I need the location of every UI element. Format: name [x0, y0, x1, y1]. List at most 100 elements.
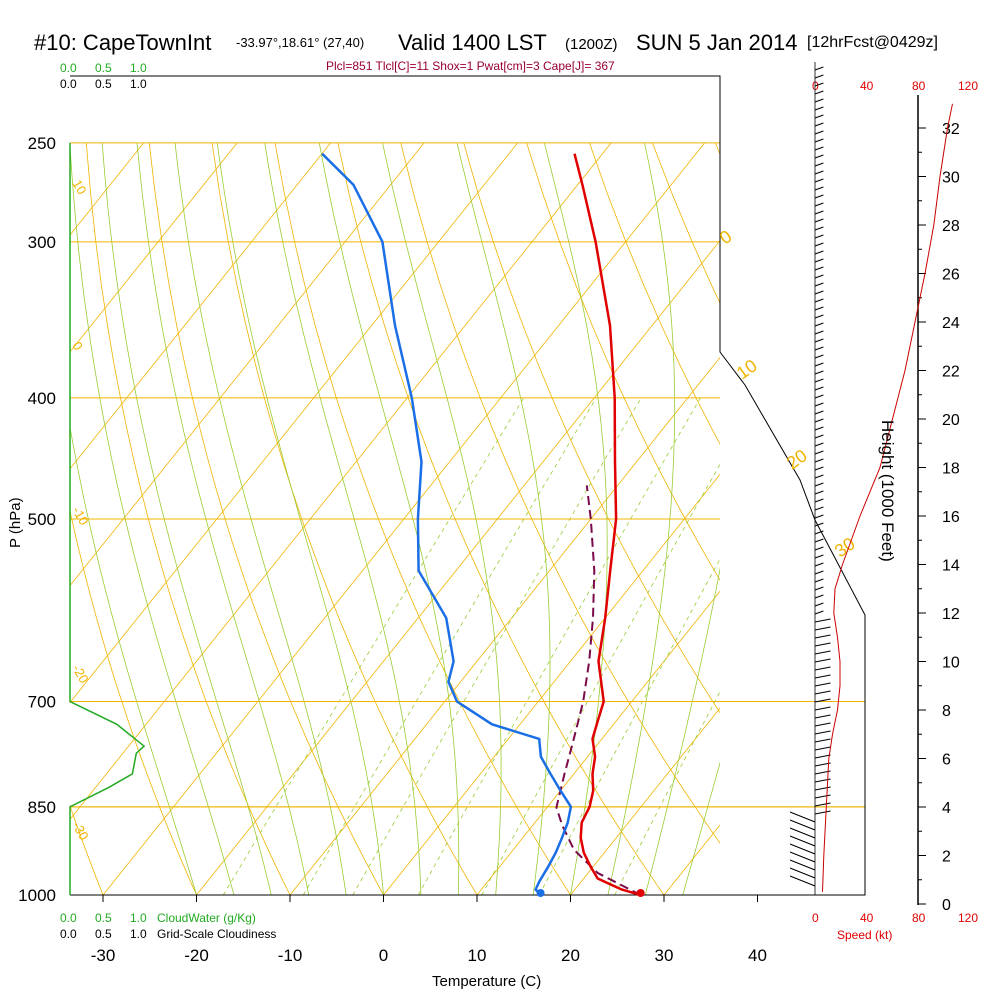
wind-barb [814, 426, 824, 431]
wind-barb [814, 666, 831, 671]
temperature-tick-label: -10 [278, 946, 303, 965]
wind-barb [814, 258, 824, 263]
speed-scale-bottom: 0 40 80 120 Speed (kt) [812, 911, 978, 942]
pressure-ticks: 250 300 400 500 700 850 1000 [18, 134, 56, 905]
speed-tick-bottom: 80 [912, 911, 926, 925]
height-axis-label: Height (1000 Feet) [878, 420, 897, 562]
temperature-tick-label: -20 [184, 946, 209, 965]
isotherm-label: -10 [69, 504, 91, 528]
station-coords: -33.97°,18.61° (27,40) [236, 35, 364, 50]
speed-scale-top: 0 40 80 120 [812, 79, 978, 93]
cloudiness-tick-bottom: 1.0 [130, 927, 147, 941]
dry-adiabat-line [85, 142, 291, 896]
mixing-ratio-label: 2 [294, 902, 310, 918]
moist-adiabat-line [70, 142, 235, 896]
pressure-tick-label: 400 [28, 389, 56, 408]
wind-barb [814, 490, 824, 495]
wind-barb [814, 594, 824, 599]
wind-barb [814, 186, 824, 191]
wind-barb [814, 642, 831, 647]
wind-barb [814, 578, 824, 583]
wind-barb [814, 554, 824, 559]
wind-barb [814, 618, 831, 623]
wind-barb [814, 746, 831, 751]
height-tick-label: 10 [942, 655, 960, 672]
wind-barb [814, 754, 831, 759]
isotherm-label: 10 [69, 177, 89, 197]
wind-barb [814, 290, 824, 295]
wind-barb [789, 851, 816, 863]
wind-barb [814, 650, 831, 655]
wind-barb [814, 658, 831, 663]
moist-adiabat-line [174, 142, 347, 896]
wind-barb [814, 522, 824, 527]
wind-barb [814, 202, 824, 207]
height-tick-label: 12 [942, 606, 960, 623]
dry-adiabat-line [463, 142, 720, 714]
moist-adiabat-label: 10 [733, 355, 761, 383]
wind-barb [814, 538, 824, 543]
wind-barb [814, 570, 824, 575]
mixing-ratio-line [481, 463, 720, 896]
moist-adiabat-line [101, 142, 272, 896]
wind-barb [814, 546, 824, 551]
wind-barb [814, 378, 824, 383]
cloudwater-tick-top: 0.0 [60, 61, 77, 75]
cloudiness-label: Grid-Scale Cloudiness [157, 927, 276, 941]
isotherm-line [70, 142, 331, 470]
dry-adiabat-line [337, 142, 665, 896]
wind-barb [814, 482, 824, 487]
wind-barb [814, 282, 824, 287]
moist-adiabat-line [216, 142, 384, 896]
mixing-ratio-label: 3 [343, 902, 359, 918]
temperature-tick-label: 0 [379, 946, 388, 965]
wind-speed-profile [822, 103, 953, 892]
wind-barb [814, 362, 824, 367]
cloudiness-tick-top: 1.0 [130, 77, 147, 91]
wind-barb [814, 714, 831, 719]
wind-barb [814, 154, 824, 159]
dry-adiabat-line [148, 142, 384, 896]
isotherm-line [476, 590, 720, 896]
mixing-ratio-label: 5 [409, 902, 425, 918]
wind-barb [814, 218, 824, 223]
cloudwater-tick-top: 0.5 [95, 61, 112, 75]
wind-barb [814, 810, 831, 815]
wind-barb [814, 74, 824, 79]
dry-adiabat-line [274, 142, 571, 896]
speed-tick-bottom: 120 [958, 911, 978, 925]
valid-zulu: (1200Z) [565, 36, 618, 53]
wind-barb [814, 82, 824, 87]
dewpoint-line [321, 152, 573, 896]
wind-barb [814, 386, 824, 391]
valid-time: Valid 1400 LST [398, 30, 547, 55]
wind-barb [789, 811, 816, 823]
isotherm-label: -20 [69, 662, 91, 686]
pressure-tick-label: 500 [28, 510, 56, 529]
wind-barb [814, 738, 831, 743]
wind-barb [814, 402, 824, 407]
wind-barb [814, 634, 831, 639]
moist-adiabat-line [70, 424, 197, 896]
isotherm-line [70, 142, 238, 353]
wind-barb [814, 162, 824, 167]
temperature-tick-label: 20 [561, 946, 580, 965]
dry-adiabat-line [70, 509, 197, 896]
temperature-tick-label: 30 [655, 946, 674, 965]
dry-adiabat-line [211, 142, 478, 896]
temperature-line [573, 153, 641, 897]
wind-barb [814, 114, 824, 119]
height-tick-label: 18 [942, 461, 960, 478]
wind-barb [814, 586, 824, 591]
mixing-ratio-line [538, 558, 720, 896]
wind-barb [814, 458, 824, 463]
pressure-tick-label: 700 [28, 693, 56, 712]
wind-barb [814, 394, 824, 399]
wind-barb [814, 626, 831, 631]
wind-barb [814, 138, 824, 143]
wind-barb [814, 338, 824, 343]
wind-barb [814, 130, 824, 135]
wind-barb [789, 867, 816, 879]
